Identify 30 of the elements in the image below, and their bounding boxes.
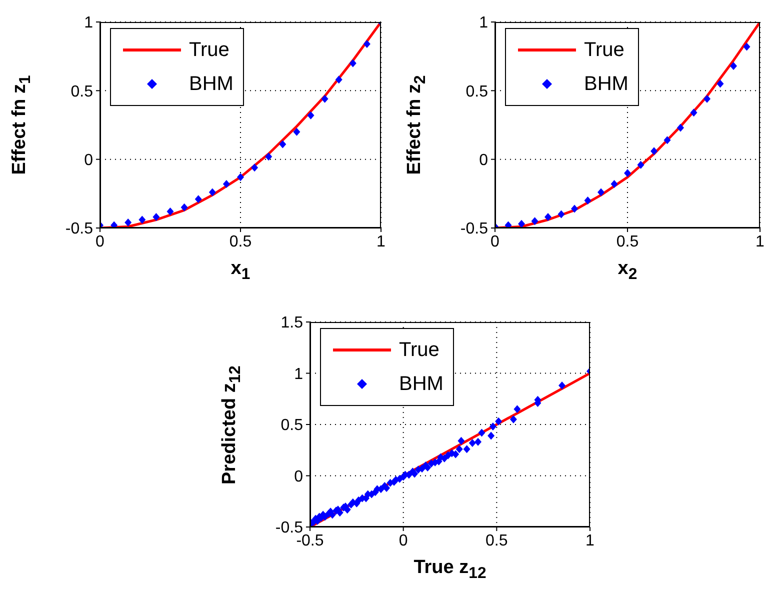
y-tick-label: 1: [84, 14, 94, 32]
y-tick-label: -0.5: [65, 220, 94, 238]
y-tick-label: 0: [84, 152, 94, 170]
x-tick-label: 1: [586, 532, 595, 550]
x-axis-title: x$_{2}$: [616, 258, 638, 284]
x-axis-title: x$_{1}$: [230, 258, 252, 284]
legend-label: BHM: [399, 372, 444, 396]
x-tick-label: 0: [96, 233, 105, 250]
y-tick-label: 0: [294, 468, 304, 486]
x-tick-label: 0: [490, 233, 500, 250]
legend-label: BHM: [189, 72, 234, 96]
x-axis-title: True z$_{12}$: [412, 557, 488, 583]
x-tick-label: 1: [376, 233, 386, 250]
legend-label: True: [399, 338, 440, 362]
legend-label: True: [189, 38, 230, 62]
x-tick-label: 1: [756, 233, 765, 250]
y-tick-label: 0.5: [466, 83, 488, 100]
y-tick-label: 1.5: [280, 314, 304, 332]
y-tick-label: -0.5: [275, 520, 304, 537]
x-tick-label: 0.5: [229, 233, 252, 250]
legend-label: BHM: [584, 72, 628, 96]
legend-label: True: [584, 38, 624, 62]
y-tick-label: 0.5: [280, 417, 304, 434]
y-tick-label: 1: [479, 14, 488, 32]
y-tick-label: 1: [294, 366, 304, 383]
x-tick-label: 0.5: [616, 233, 639, 250]
y-tick-label: -0.5: [460, 220, 488, 238]
y-tick-label: 0.5: [70, 83, 94, 100]
x-tick-label: 0: [398, 532, 408, 550]
y-tick-label: 0: [479, 152, 488, 170]
